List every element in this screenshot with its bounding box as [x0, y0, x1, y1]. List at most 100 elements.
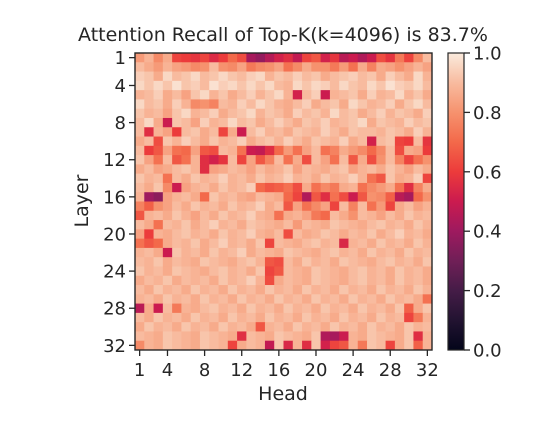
heatmap-cell	[283, 155, 294, 165]
heatmap-cell	[292, 275, 303, 286]
heatmap-cell	[357, 229, 368, 240]
heatmap-cell	[339, 90, 349, 100]
heatmap-cell	[302, 201, 312, 212]
heatmap-cell	[329, 108, 340, 119]
heatmap-cell	[144, 127, 154, 137]
heatmap-cell	[218, 285, 229, 295]
heatmap-cell	[394, 90, 405, 100]
heatmap-cell	[376, 53, 386, 63]
heatmap-cell	[302, 275, 312, 286]
heatmap-cell	[181, 275, 192, 286]
heatmap-cell	[302, 238, 312, 249]
heatmap-cell	[135, 220, 145, 230]
heatmap-cell	[209, 229, 219, 240]
heatmap-cell	[394, 275, 405, 286]
heatmap-cell	[218, 331, 229, 342]
heatmap-cell	[237, 71, 247, 82]
heatmap-cell	[153, 145, 164, 156]
heatmap-cell	[144, 303, 154, 314]
heatmap-cell	[422, 53, 433, 63]
heatmap-cell	[394, 136, 405, 147]
heatmap-cell	[255, 99, 266, 110]
heatmap-cell	[283, 229, 294, 240]
heatmap-cell	[162, 62, 173, 72]
heatmap-cell	[292, 145, 303, 156]
heatmap-cell	[237, 173, 247, 184]
heatmap-cell	[237, 164, 247, 175]
heatmap-cell	[385, 173, 396, 184]
heatmap-cell	[181, 62, 192, 72]
heatmap-cell	[181, 247, 192, 258]
heatmap-cell	[162, 192, 173, 202]
heatmap-cell	[413, 182, 424, 193]
heatmap-cell	[376, 303, 386, 314]
heatmap-cell	[385, 201, 396, 212]
heatmap-cell	[199, 238, 210, 249]
heatmap-cell	[422, 312, 433, 323]
heatmap-cell	[274, 99, 284, 110]
heatmap-cell	[404, 127, 414, 137]
heatmap-cell	[311, 127, 322, 137]
heatmap-cell	[246, 312, 257, 323]
heatmap-cell	[283, 136, 294, 147]
heatmap-cell	[162, 210, 173, 221]
heatmap-cell	[394, 210, 405, 221]
heatmap-cell	[199, 173, 210, 184]
heatmap-cell	[357, 136, 368, 147]
heatmap-cell	[264, 173, 275, 184]
heatmap-cell	[320, 229, 331, 240]
heatmap-cell	[181, 322, 192, 332]
heatmap-cell	[209, 257, 219, 267]
heatmap-cell	[348, 312, 359, 323]
heatmap-cell	[237, 201, 247, 212]
heatmap-cell	[394, 303, 405, 314]
heatmap-cell	[413, 127, 424, 137]
heatmap-cell	[144, 145, 154, 156]
heatmap-cell	[385, 275, 396, 286]
heatmap-cell	[135, 247, 145, 258]
heatmap-cell	[172, 220, 182, 230]
heatmap-cell	[209, 303, 219, 314]
heatmap-cell	[422, 220, 433, 230]
heatmap-cell	[422, 257, 433, 267]
heatmap-cell	[255, 331, 266, 342]
heatmap-cell	[292, 312, 303, 323]
heatmap-cell	[357, 266, 368, 277]
heatmap-cell	[283, 80, 294, 91]
heatmap-cell	[218, 71, 229, 82]
heatmap-cell	[237, 331, 247, 342]
heatmap-cell	[264, 164, 275, 175]
heatmap-cell	[292, 173, 303, 184]
heatmap-cell	[422, 108, 433, 119]
heatmap-cell	[274, 220, 284, 230]
heatmap-cell	[199, 90, 210, 100]
heatmap-cell	[190, 62, 201, 72]
heatmap-cell	[329, 90, 340, 100]
heatmap-cell	[162, 80, 173, 91]
heatmap-cell	[339, 229, 349, 240]
heatmap-cell	[190, 99, 201, 110]
heatmap-cell	[283, 285, 294, 295]
heatmap-cell	[404, 294, 414, 304]
heatmap-cell	[404, 220, 414, 230]
heatmap-cell	[422, 229, 433, 240]
heatmap-cell	[339, 136, 349, 147]
heatmap-cell	[264, 62, 275, 72]
heatmap-cell	[385, 108, 396, 119]
heatmap-frame	[134, 52, 433, 351]
heatmap-cell	[385, 99, 396, 110]
heatmap-cell	[135, 62, 145, 72]
heatmap-cell	[227, 275, 238, 286]
heatmap-cell	[181, 238, 192, 249]
x-tick-label: 24	[342, 360, 365, 381]
heatmap-cell	[274, 266, 284, 277]
heatmap-cell	[413, 155, 424, 165]
heatmap-cell	[320, 220, 331, 230]
heatmap-cell	[144, 136, 154, 147]
heatmap-cell	[246, 164, 257, 175]
heatmap-cell	[255, 117, 266, 128]
heatmap-cell	[190, 136, 201, 147]
heatmap-cell	[153, 247, 164, 258]
heatmap-cell	[255, 275, 266, 286]
heatmap-cell	[283, 340, 294, 351]
